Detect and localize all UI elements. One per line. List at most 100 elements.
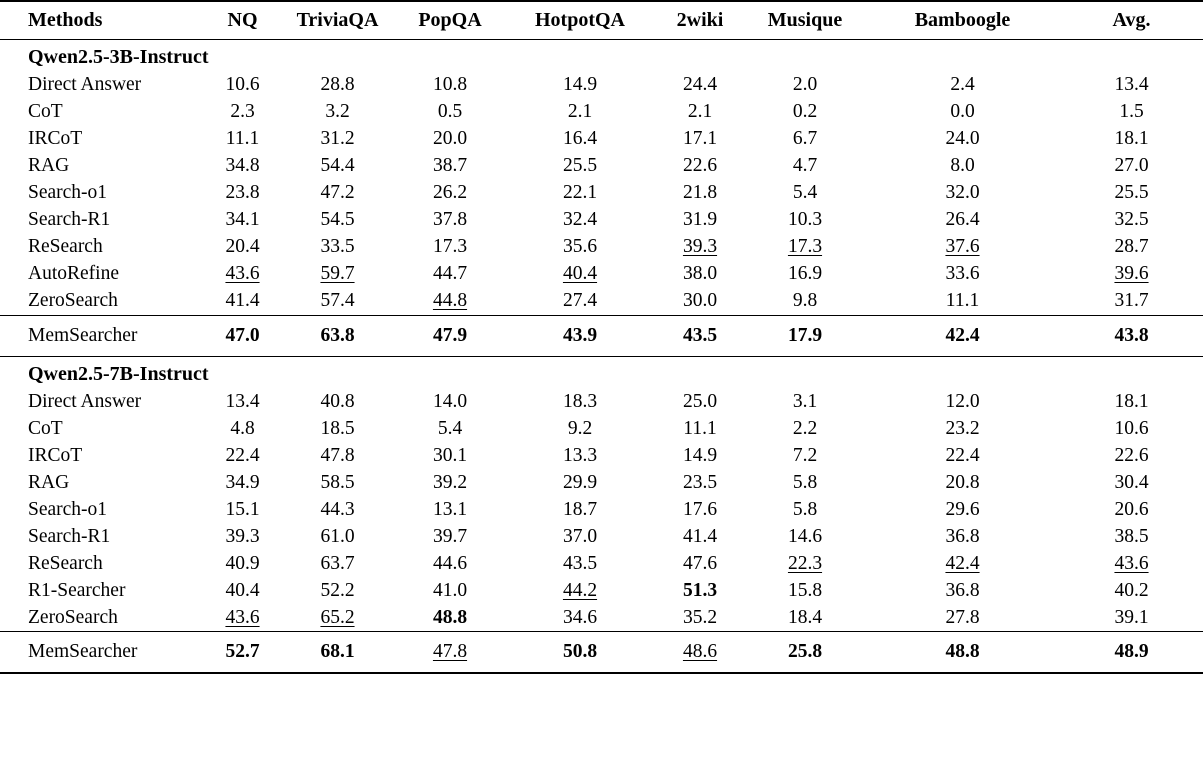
best-score: 48.9	[1114, 641, 1149, 662]
best-score: 47.0	[225, 324, 260, 346]
score: 30.4	[1114, 471, 1149, 493]
value-cell-bamboogle: 23.2	[865, 415, 1060, 442]
value-cell-triviaqa: 31.2	[280, 126, 395, 153]
score: 47.8	[320, 444, 355, 466]
value-cell-popqa: 39.2	[395, 469, 505, 496]
second-best-score: 42.4	[945, 552, 980, 574]
score: 2.0	[792, 74, 818, 95]
score: 44.3	[320, 498, 355, 520]
score: 39.2	[432, 471, 468, 493]
value-cell-musique: 0.2	[745, 99, 865, 126]
score: 63.7	[320, 552, 355, 574]
value-cell-musique: 5.8	[745, 496, 865, 523]
score: 22.6	[1114, 444, 1149, 466]
value-cell-popqa: 47.9	[395, 314, 505, 357]
score: 34.9	[225, 471, 260, 493]
score: 39.1	[1114, 606, 1149, 628]
score: 41.4	[225, 290, 260, 311]
value-cell-2wiki: 43.5	[655, 314, 745, 357]
score: 27.4	[562, 290, 598, 311]
value-cell-popqa: 41.0	[395, 577, 505, 604]
value-cell-avg: 18.1	[1060, 126, 1203, 153]
value-cell-bamboogle: 37.6	[865, 234, 1060, 261]
table-header-row: Methods NQ TriviaQA PopQA HotpotQA 2wiki Musiq…	[0, 0, 1203, 40]
value-cell-nq: 34.1	[205, 207, 280, 234]
value-cell-bamboogle: 48.8	[865, 631, 1060, 674]
column-header-popqa: PopQA	[395, 0, 505, 40]
value-cell-hotpotqa: 25.5	[505, 153, 655, 180]
value-cell-triviaqa: 54.4	[280, 153, 395, 180]
method-cell: Search-R1	[28, 209, 111, 230]
value-cell-nq: 40.4	[205, 577, 280, 604]
value-cell-triviaqa: 61.0	[280, 523, 395, 550]
best-score: 43.9	[562, 324, 598, 346]
value-cell-hotpotqa: 13.3	[505, 442, 655, 469]
method-cell: IRCoT	[28, 128, 83, 149]
second-best-score: 17.3	[787, 236, 823, 257]
score: 44.7	[432, 263, 468, 284]
method-cell: CoT	[28, 101, 63, 122]
value-cell-musique: 15.8	[745, 577, 865, 604]
table-row-ircot: IRCoT 22.4 47.8 30.1 13.3 14.9 7.2 22.4 22.6	[0, 442, 1203, 469]
value-cell-avg: 28.7	[1060, 234, 1203, 261]
value-cell-hotpotqa: 35.6	[505, 234, 655, 261]
table-row-rag: RAG 34.9 58.5 39.2 29.9 23.5 5.8 20.8 30.4	[0, 469, 1203, 496]
table-row-cot: CoT 4.8 18.5 5.4 9.2 11.1 2.2 23.2 10.6	[0, 415, 1203, 442]
score: 28.7	[1114, 236, 1149, 257]
value-cell-2wiki: 17.6	[655, 496, 745, 523]
value-cell-triviaqa: 65.2	[280, 604, 395, 632]
value-cell-musique: 25.8	[745, 631, 865, 674]
method-cell: MemSearcher	[0, 631, 205, 674]
column-header-musique: Musique	[745, 0, 865, 40]
value-cell-bamboogle: 22.4	[865, 442, 1060, 469]
score: 13.4	[225, 390, 260, 412]
best-score: 52.7	[225, 641, 260, 662]
second-best-score: 43.6	[225, 606, 260, 628]
value-cell-musique: 7.2	[745, 442, 865, 469]
value-cell-nq: 2.3	[205, 99, 280, 126]
score: 47.6	[682, 552, 718, 574]
section-title: Qwen2.5-3B-Instruct	[28, 46, 209, 68]
method-cell: CoT	[28, 417, 63, 439]
column-header-methods: Methods	[0, 0, 205, 40]
score: 15.8	[787, 579, 823, 601]
value-cell-2wiki: 25.0	[655, 388, 745, 415]
score: 14.9	[682, 444, 718, 466]
table-row-direct-answer: Direct Answer 10.6 28.8 10.8 14.9 24.4 2.0 2.4 1…	[0, 72, 1203, 99]
value-cell-avg: 43.8	[1060, 314, 1203, 357]
score: 27.0	[1114, 155, 1149, 176]
second-best-score: 37.6	[945, 236, 980, 257]
value-cell-nq: 10.6	[205, 72, 280, 99]
score: 40.8	[320, 390, 355, 412]
score: 38.7	[432, 155, 468, 176]
score: 26.2	[432, 182, 468, 203]
value-cell-nq: 41.4	[205, 288, 280, 316]
value-cell-nq: 23.8	[205, 180, 280, 207]
method-cell: IRCoT	[28, 444, 83, 466]
value-cell-triviaqa: 58.5	[280, 469, 395, 496]
score: 35.6	[562, 236, 598, 257]
value-cell-popqa: 20.0	[395, 126, 505, 153]
value-cell-popqa: 39.7	[395, 523, 505, 550]
table-row-rag: RAG 34.8 54.4 38.7 25.5 22.6 4.7 8.0 27.0	[0, 153, 1203, 180]
score: 31.7	[1114, 290, 1149, 311]
value-cell-triviaqa: 59.7	[280, 261, 395, 288]
best-score: 48.8	[432, 606, 468, 628]
value-cell-2wiki: 21.8	[655, 180, 745, 207]
value-cell-nq: 43.6	[205, 604, 280, 632]
value-cell-bamboogle: 8.0	[865, 153, 1060, 180]
model-section-qwen2-5-3b-instruct: Qwen2.5-3B-Instruct Direct Answer 10.6 28.8…	[0, 40, 1203, 357]
best-score: 63.8	[320, 324, 355, 346]
value-cell-2wiki: 39.3	[655, 234, 745, 261]
value-cell-bamboogle: 42.4	[865, 550, 1060, 577]
value-cell-nq: 15.1	[205, 496, 280, 523]
method-cell: MemSearcher	[0, 314, 205, 357]
best-score: 47.9	[432, 324, 468, 346]
value-cell-avg: 31.7	[1060, 288, 1203, 316]
value-cell-musique: 22.3	[745, 550, 865, 577]
value-cell-hotpotqa: 16.4	[505, 126, 655, 153]
second-best-score: 43.6	[1114, 552, 1149, 574]
table-row-research: ReSearch 40.9 63.7 44.6 43.5 47.6 22.3 42.4 43.6	[0, 550, 1203, 577]
value-cell-musique: 4.7	[745, 153, 865, 180]
